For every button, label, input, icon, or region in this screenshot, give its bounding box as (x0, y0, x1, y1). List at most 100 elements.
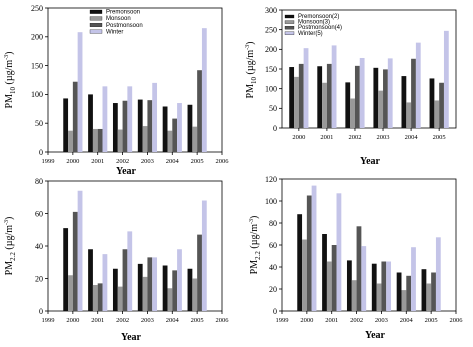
x-tick-label: 2001 (91, 158, 104, 165)
y-tick-label: 0 (39, 307, 43, 316)
bar-premonsoon-2-2001 (317, 66, 323, 128)
x-tick-label: 1999 (42, 317, 55, 324)
bar-monsoon-2001 (92, 285, 98, 311)
bar-postmonsoon-2005 (197, 234, 202, 311)
bar-winter-2004 (177, 103, 182, 152)
x-axis-title: Year (360, 156, 381, 167)
y-tick-label: 60 (269, 241, 277, 250)
bar-premonsoon-2003 (137, 99, 143, 152)
y-tick-label: 250 (265, 25, 277, 34)
bar-postmonsoon-2001 (97, 128, 103, 152)
x-tick-label: 2004 (400, 317, 414, 324)
y-axis-title: PM10 (µg/m-3) (4, 52, 17, 109)
x-tick-label: 2001 (325, 317, 338, 324)
bar-premonsoon-2005 (421, 269, 427, 311)
x-tick-label: 2006 (216, 158, 230, 165)
bar-winter-5-2004 (415, 42, 421, 128)
x-tick-label: 2000 (292, 134, 305, 141)
legend-label: Postmonsoon(4) (298, 25, 342, 31)
legend: Premonsoon(2)Monsoon(3)Postmonsoon(4)Win… (284, 14, 342, 37)
y-tick-label: 80 (269, 219, 277, 228)
bar-postmonsoon-2005 (197, 70, 202, 152)
bar-premonsoon-2003 (371, 263, 377, 311)
x-tick-label: 2002 (116, 158, 129, 165)
y-axis-title: PM2.2 (µg/m-3) (249, 216, 262, 275)
y-tick-label: 200 (31, 33, 43, 42)
y-title-subscript: 10 (250, 77, 258, 85)
y-title-unit: (µg/m (4, 60, 15, 87)
x-tick-label: 2003 (141, 158, 154, 165)
legend-label: Monsoon (106, 16, 131, 22)
y-tick-label: 60 (35, 209, 43, 218)
bar-postmonsoon-2002 (356, 226, 362, 311)
bar-monsoon-3-2004 (406, 102, 412, 128)
bar-postmonsoon-4-2002 (354, 65, 360, 128)
x-tick-label: 2002 (350, 317, 363, 324)
y-tick-label: 50 (269, 104, 277, 113)
bar-postmonsoon-4-2003 (383, 69, 388, 128)
y-title-close: ) (4, 52, 15, 55)
y-tick-label: 100 (265, 197, 277, 206)
y-title-subscript: 2.2 (9, 252, 17, 261)
bar-monsoon-2000 (302, 239, 307, 311)
bar-monsoon-2002 (351, 280, 357, 311)
x-axis-title: Year (365, 330, 386, 341)
bar-monsoon-3-2005 (434, 100, 440, 128)
x-tick-label: 2006 (450, 317, 464, 324)
bar-winter-5-2003 (387, 58, 393, 128)
bar-winter-2001 (336, 193, 342, 311)
y-title-unit: (µg/m (249, 224, 260, 251)
bar-monsoon-2003 (142, 126, 148, 152)
bar-premonsoon-2002 (346, 260, 352, 311)
bar-premonsoon-2000 (63, 228, 69, 311)
y-tick-label: 0 (39, 148, 43, 157)
bar-premonsoon-2004 (162, 265, 168, 311)
bar-premonsoon-2001 (88, 94, 93, 152)
bar-winter-5-2005 (443, 30, 449, 129)
bar-monsoon-2002 (117, 129, 123, 152)
y-title-unit: (µg/m (245, 50, 256, 77)
x-tick-label: 2002 (116, 317, 129, 324)
bar-postmonsoon-2003 (147, 257, 153, 311)
legend-swatch-premonsoon (284, 14, 295, 19)
y-tick-label: 150 (31, 61, 43, 70)
legend-label: Premonsoon(2) (298, 14, 339, 20)
y-tick-label: 120 (265, 175, 277, 184)
bar-monsoon-2005 (192, 126, 198, 152)
y-tick-label: 80 (35, 177, 43, 186)
y-tick-label: 100 (265, 84, 277, 93)
bar-winter-2003 (152, 257, 158, 311)
y-title-main: PM (245, 84, 256, 99)
y-title-close: ) (245, 42, 256, 45)
bar-winter-2002 (127, 231, 133, 311)
y-title-superscript: -3 (249, 219, 255, 224)
bar-premonsoon-2003 (137, 263, 143, 311)
bar-winter-2005 (435, 237, 441, 311)
y-title-main: PM (249, 260, 260, 275)
plot-frame (47, 7, 223, 153)
y-title-main: PM (4, 94, 15, 109)
legend-swatch-postmonsoon (284, 26, 295, 30)
legend-label: Monsoon(3) (298, 20, 330, 26)
bar-postmonsoon-2001 (97, 283, 103, 311)
bar-postmonsoon-2000 (72, 211, 78, 311)
y-title-superscript: -3 (245, 45, 251, 50)
x-tick-label: 2000 (66, 158, 79, 165)
legend-swatch-postmonsoon (89, 23, 103, 27)
bar-postmonsoon-4-2000 (298, 63, 304, 128)
y-title-unit: (µg/m (4, 225, 15, 252)
bar-monsoon-3-2001 (322, 82, 327, 128)
chart-panel-top-right: 0 50 100 150 200 250 300 2000 2001 2002 2003 2004 20… (245, 6, 457, 167)
bar-premonsoon-2000 (63, 98, 69, 152)
legend-swatch-winter (89, 29, 103, 34)
bar-winter-2002 (127, 86, 133, 152)
bar-winter-5-2000 (303, 48, 309, 128)
x-tick-label: 2004 (166, 158, 180, 165)
y-axis-title: PM2.2 (µg/m-3) (4, 217, 17, 276)
bar-premonsoon-2-2000 (289, 67, 295, 128)
legend-swatch-premonsoon (89, 9, 103, 14)
legend-label: Winter(5) (298, 31, 323, 37)
bar-postmonsoon-2004 (172, 270, 178, 311)
y-tick-label: 150 (265, 65, 277, 74)
